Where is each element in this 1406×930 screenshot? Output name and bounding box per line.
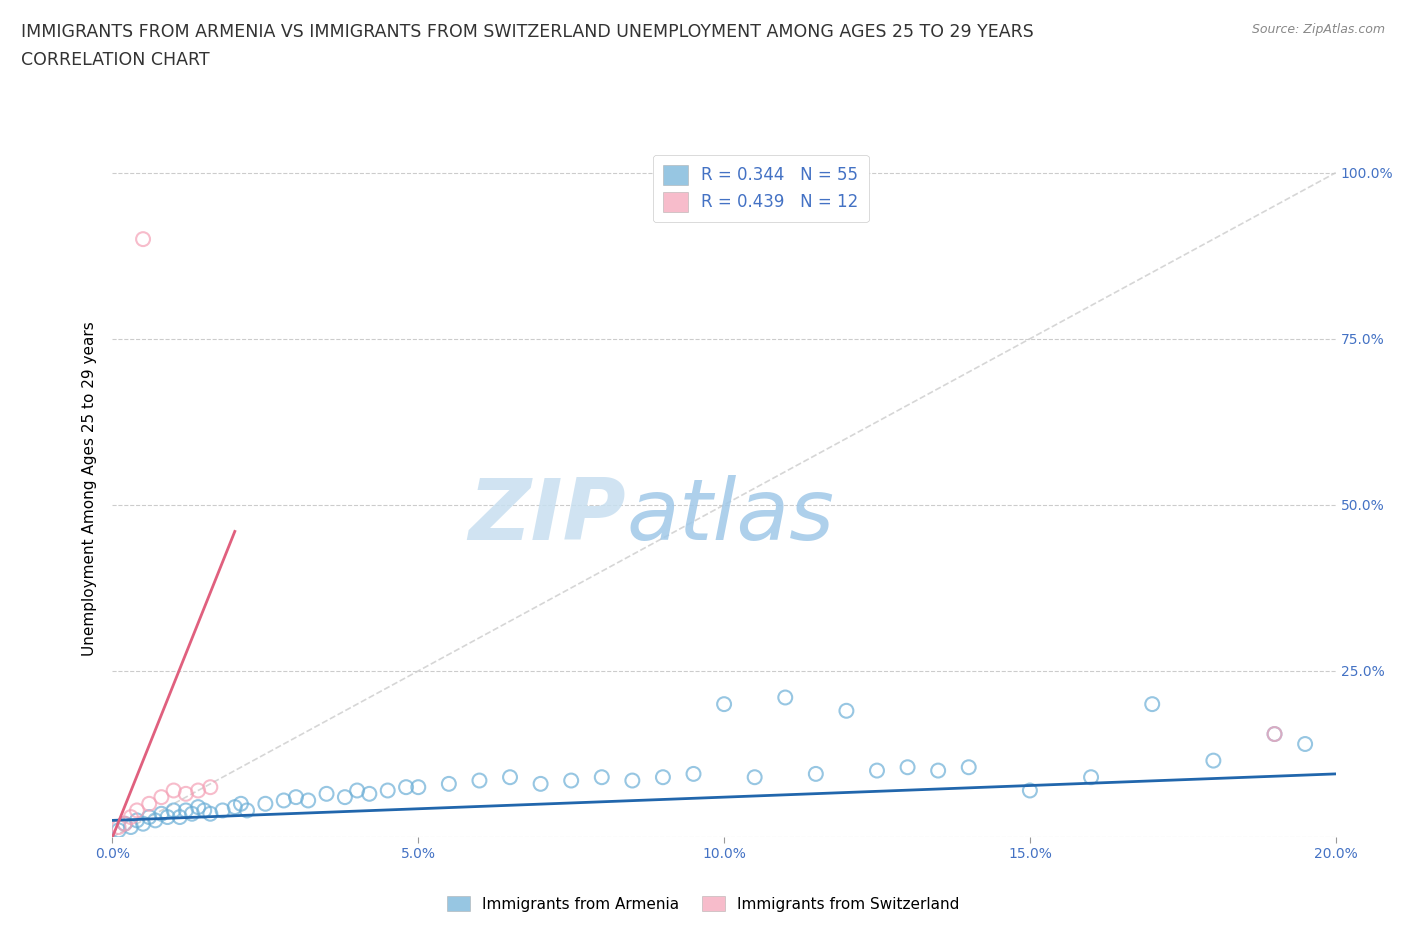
Point [1142, 697, 1164, 711]
Point [211, 803, 233, 817]
Point [1080, 770, 1102, 785]
Point [174, 787, 197, 802]
Point [143, 813, 166, 828]
Point [107, 823, 129, 838]
Point [530, 777, 553, 791]
Text: atlas: atlas [626, 474, 834, 558]
Point [138, 810, 160, 825]
Point [297, 793, 319, 808]
Point [132, 817, 155, 831]
Point [174, 803, 197, 817]
Point [652, 770, 675, 785]
Point [591, 770, 613, 785]
Point [560, 773, 582, 788]
Point [437, 777, 460, 791]
Point [1264, 726, 1286, 741]
Text: IMMIGRANTS FROM ARMENIA VS IMMIGRANTS FROM SWITZERLAND UNEMPLOYMENT AMONG AGES 2: IMMIGRANTS FROM ARMENIA VS IMMIGRANTS FR… [21, 23, 1033, 41]
Point [125, 803, 148, 817]
Text: ZIP: ZIP [468, 474, 626, 558]
Legend: Immigrants from Armenia, Immigrants from Switzerland: Immigrants from Armenia, Immigrants from… [440, 889, 966, 918]
Point [236, 803, 259, 817]
Point [273, 793, 295, 808]
Legend: R = 0.344   N = 55, R = 0.439   N = 12: R = 0.344 N = 55, R = 0.439 N = 12 [652, 154, 869, 222]
Point [224, 800, 246, 815]
Point [1294, 737, 1316, 751]
Point [169, 810, 191, 825]
Point [120, 819, 142, 834]
Point [835, 703, 858, 718]
Point [359, 787, 381, 802]
Point [713, 697, 735, 711]
Point [138, 796, 160, 811]
Point [333, 790, 356, 804]
Point [187, 800, 209, 815]
Point [927, 764, 949, 778]
Point [132, 232, 155, 246]
Point [897, 760, 920, 775]
Point [229, 796, 252, 811]
Point [408, 779, 430, 794]
Point [114, 817, 136, 831]
Point [125, 813, 148, 828]
Point [200, 806, 222, 821]
Point [156, 810, 179, 825]
Text: CORRELATION CHART: CORRELATION CHART [21, 51, 209, 69]
Point [866, 764, 889, 778]
Point [1202, 753, 1225, 768]
Point [804, 766, 827, 781]
Point [315, 787, 337, 802]
Point [1264, 726, 1286, 741]
Point [1018, 783, 1040, 798]
Point [193, 803, 215, 817]
Point [163, 783, 186, 798]
Point [187, 783, 209, 798]
Point [682, 766, 704, 781]
Point [468, 773, 491, 788]
Point [114, 817, 136, 831]
Text: Source: ZipAtlas.com: Source: ZipAtlas.com [1251, 23, 1385, 36]
Point [284, 790, 308, 804]
Point [254, 796, 277, 811]
Point [150, 790, 173, 804]
Point [744, 770, 766, 785]
Point [181, 806, 204, 821]
Point [346, 783, 368, 798]
Point [957, 760, 980, 775]
Point [377, 783, 399, 798]
Point [163, 803, 186, 817]
Point [150, 806, 173, 821]
Point [107, 819, 129, 834]
Point [200, 779, 222, 794]
Point [499, 770, 522, 785]
Point [395, 779, 418, 794]
Point [621, 773, 644, 788]
Point [120, 810, 142, 825]
Y-axis label: Unemployment Among Ages 25 to 29 years: Unemployment Among Ages 25 to 29 years [82, 321, 97, 656]
Point [775, 690, 797, 705]
